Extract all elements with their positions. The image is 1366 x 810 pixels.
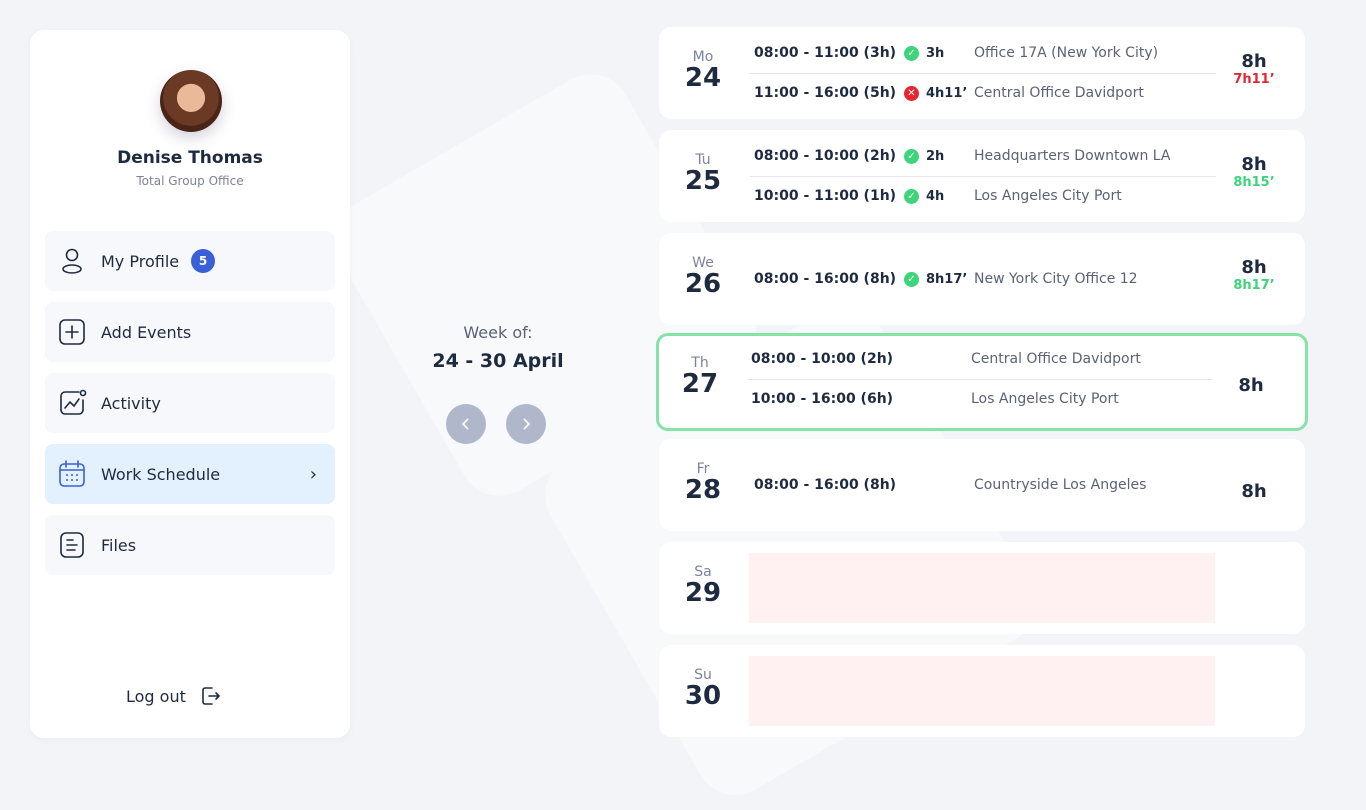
slot-time: 11:00 - 16:00 (5h): [754, 85, 897, 101]
menu-item-label: Files: [101, 535, 137, 555]
slot-time: 08:00 - 16:00 (8h): [754, 477, 897, 493]
slot-time: 08:00 - 10:00 (2h): [751, 351, 894, 367]
slot-location: Los Angeles City Port: [971, 391, 1119, 407]
avatar: [160, 70, 222, 132]
day-card-tu[interactable]: Tu 25 08:00 - 10:00 (2h) ✓ 2h Headquarters Do…: [659, 130, 1305, 222]
time-slot[interactable]: 10:00 - 11:00 (1h) ✓ 4h Los Angeles City Po…: [754, 176, 1220, 216]
day-number: 29: [684, 578, 722, 608]
actual-hours: 7h11’: [1233, 72, 1275, 87]
menu-item-add-events[interactable]: Add Events: [45, 302, 335, 362]
divider: [750, 176, 1216, 177]
user-name: Denise Thomas: [117, 148, 263, 168]
menu-item-activity[interactable]: Activity: [45, 373, 335, 433]
menu-item-my-profile[interactable]: My Profile 5: [45, 231, 335, 291]
time-slot[interactable]: 08:00 - 11:00 (3h) ✓ 3h Office 17A (New Yor…: [754, 33, 1220, 73]
slot-location: Central Office Davidport: [974, 85, 1144, 101]
day-name: Sa: [694, 564, 712, 580]
planned-hours: 8h: [1241, 154, 1267, 175]
calendar-icon: [59, 460, 85, 487]
slot-location: Headquarters Downtown LA: [974, 148, 1171, 164]
menu-item-files[interactable]: Files: [45, 515, 335, 575]
user-org: Total Group Office: [136, 174, 244, 188]
chevron-right-icon: [523, 418, 531, 430]
day-number: 25: [684, 166, 722, 196]
day-number: 27: [681, 369, 719, 399]
prev-week-button[interactable]: [446, 404, 486, 444]
check-circle-icon: ✓: [904, 45, 919, 61]
day-name: Th: [691, 355, 709, 371]
planned-hours: 8h: [1241, 481, 1267, 502]
logout-label: Log out: [126, 686, 186, 706]
day-number: 24: [684, 63, 722, 93]
day-name: Fr: [696, 461, 710, 477]
day-card-sa[interactable]: Sa 29: [659, 542, 1305, 634]
user-icon: [62, 248, 82, 274]
planned-hours: 8h: [1241, 257, 1267, 278]
day-name: Su: [694, 667, 712, 683]
time-slot[interactable]: 08:00 - 16:00 (8h) Countryside Los Angele…: [754, 465, 1220, 505]
logout-button[interactable]: Log out: [126, 684, 222, 708]
time-slot[interactable]: 08:00 - 16:00 (8h) ✓ 8h17’ New York City Of…: [754, 259, 1220, 299]
day-card-th[interactable]: Th 27 08:00 - 10:00 (2h) Central Office Dav…: [656, 333, 1308, 431]
menu-item-label: Work Schedule: [101, 464, 221, 484]
time-slot[interactable]: 08:00 - 10:00 (2h) Central Office Davidpo…: [751, 339, 1217, 379]
week-caption: Week of:: [463, 323, 533, 342]
divider: [747, 379, 1213, 380]
worked-hours: 8h17’: [926, 271, 968, 287]
menu-item-label: My Profile: [101, 251, 180, 271]
slot-time: 08:00 - 16:00 (8h): [754, 271, 897, 287]
actual-hours: 8h15’: [1233, 175, 1275, 190]
menu-item-work-schedule[interactable]: Work Schedule ›: [45, 444, 335, 504]
day-card-we[interactable]: We 26 08:00 - 16:00 (8h) ✓ 8h17’ New York Cit…: [659, 233, 1305, 325]
time-slot[interactable]: 11:00 - 16:00 (5h) ✕ 4h11’ Central Office D…: [754, 73, 1220, 113]
empty-day-area: [749, 656, 1215, 726]
day-card-mo[interactable]: Mo 24 08:00 - 11:00 (3h) ✓ 3h Office 17A (New…: [659, 27, 1305, 119]
day-card-fr[interactable]: Fr 28 08:00 - 16:00 (8h) Countryside Los An…: [659, 439, 1305, 531]
file-icon: [60, 532, 84, 558]
menu-item-label: Add Events: [101, 322, 192, 342]
chevron-left-icon: [461, 418, 469, 430]
day-name: We: [692, 255, 714, 271]
check-circle-icon: ✓: [904, 188, 919, 204]
slot-time: 10:00 - 11:00 (1h): [754, 188, 897, 204]
day-number: 30: [684, 681, 722, 711]
divider: [750, 73, 1216, 74]
worked-hours: 2h: [926, 148, 945, 164]
day-card-su[interactable]: Su 30: [659, 645, 1305, 737]
time-slot[interactable]: 08:00 - 10:00 (2h) ✓ 2h Headquarters Downto…: [754, 136, 1220, 176]
slot-time: 08:00 - 11:00 (3h): [754, 45, 897, 61]
slot-location: Central Office Davidport: [971, 351, 1141, 367]
day-name: Mo: [692, 49, 714, 65]
activity-chart-icon: [60, 389, 87, 415]
slot-location: New York City Office 12: [974, 271, 1138, 287]
worked-hours: 3h: [926, 45, 945, 61]
check-circle-icon: ✓: [904, 148, 919, 164]
week-range: 24 - 30 April: [432, 350, 564, 372]
worked-hours: 4h11’: [926, 85, 968, 101]
chevron-right-icon: ›: [309, 463, 317, 485]
x-circle-icon: ✕: [904, 85, 919, 101]
slot-location: Countryside Los Angeles: [974, 477, 1147, 493]
slot-location: Los Angeles City Port: [974, 188, 1122, 204]
slot-time: 10:00 - 16:00 (6h): [751, 391, 894, 407]
day-number: 28: [684, 475, 722, 505]
planned-hours: 8h: [1241, 51, 1267, 72]
slot-time: 08:00 - 10:00 (2h): [754, 148, 897, 164]
menu-item-label: Activity: [101, 393, 161, 413]
worked-hours: 4h: [926, 188, 945, 204]
day-name: Tu: [695, 152, 711, 168]
time-slot[interactable]: 10:00 - 16:00 (6h) Los Angeles City Port: [751, 379, 1217, 419]
logout-icon: [202, 687, 221, 705]
notification-badge: 5: [191, 249, 216, 273]
check-circle-icon: ✓: [904, 271, 919, 287]
planned-hours: 8h: [1238, 375, 1264, 396]
actual-hours: 8h17’: [1233, 278, 1275, 293]
next-week-button[interactable]: [506, 404, 546, 444]
empty-day-area: [749, 553, 1215, 623]
day-number: 26: [684, 269, 722, 299]
plus-square-icon: [59, 319, 85, 345]
slot-location: Office 17A (New York City): [974, 45, 1159, 61]
sidebar: Denise Thomas Total Group Office My Prof…: [30, 30, 350, 738]
